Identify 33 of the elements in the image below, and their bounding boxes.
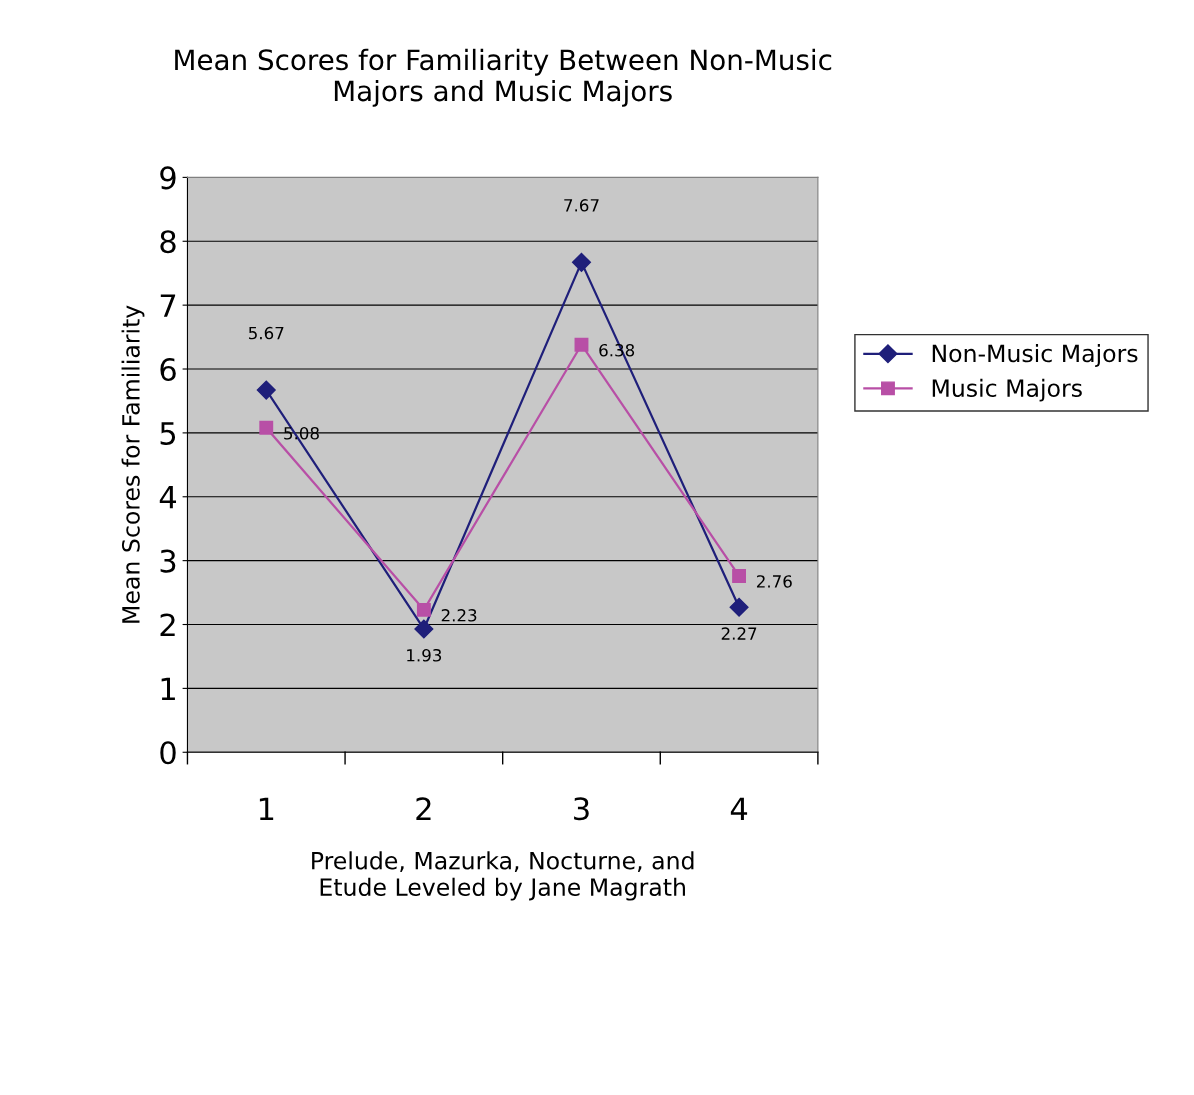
point: [732, 569, 747, 583]
data-label: 5.67: [248, 326, 284, 340]
y-tick-label: 3: [160, 549, 176, 573]
data-label: 2.76: [756, 575, 792, 588]
y-tick-label: 6: [160, 357, 176, 382]
point: [729, 597, 749, 617]
data-label: 2.23: [441, 609, 477, 622]
point: [571, 252, 592, 272]
legend-label: Music Majors: [932, 378, 1082, 402]
x-tick-label: 1: [259, 797, 274, 820]
y-tick-label: 8: [160, 230, 176, 254]
y-tick-label: 1: [161, 677, 175, 700]
chart-title: Mean Scores for Familiarity Between Non-Music Majors and Music Majors: [175, 48, 832, 107]
point: [256, 380, 276, 400]
y-tick-label: 2: [160, 613, 175, 637]
y-tick-label: 4: [159, 486, 177, 509]
y-tick-label: 5: [160, 422, 176, 445]
y-axis-title: Mean Scores for Familiarity: [121, 305, 145, 623]
data-label: 2.27: [721, 627, 757, 640]
legend-label: Non-Music Majors: [932, 344, 1138, 367]
point: [574, 337, 589, 352]
point: [259, 420, 274, 435]
x-tick-label: 4: [730, 797, 748, 820]
x-tick-label: 3: [574, 797, 589, 821]
point: [414, 619, 434, 639]
y-tick-label: 0: [160, 741, 176, 765]
point: [416, 602, 431, 617]
data-label: 7.67: [564, 199, 599, 212]
x-axis-title: Prelude, Mazurka, Nocturne, and Etude Leveled by Jane Magrath: [312, 851, 694, 901]
y-tick-label: 7: [160, 294, 176, 317]
data-label: 1.93: [407, 648, 442, 662]
y-tick-label: 9: [160, 166, 176, 190]
x-tick-label: 2: [416, 797, 431, 820]
